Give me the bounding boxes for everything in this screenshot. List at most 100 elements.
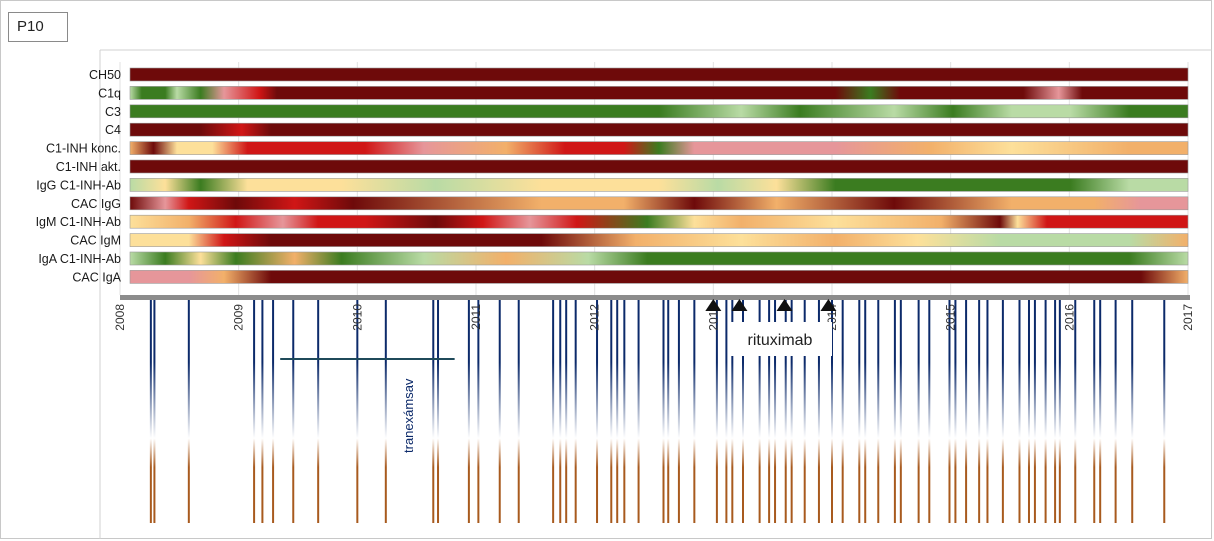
event-line-9 (356, 300, 359, 523)
row-label-cac-iga: CAC IgA (72, 270, 121, 284)
event-line-52 (965, 300, 968, 523)
event-line-40 (817, 300, 820, 523)
heatmap-rows (129, 67, 1189, 284)
year-label-2012: 2012 (588, 304, 602, 331)
heatmap-row-c3 (129, 104, 1189, 119)
row-label-ch50: CH50 (89, 68, 121, 82)
event-line-31 (725, 300, 728, 523)
event-line-38 (790, 300, 793, 523)
event-line-49 (928, 300, 931, 523)
heatmap-row-c1-inh-konc (129, 141, 1189, 155)
event-line-33 (742, 300, 744, 523)
event-line-2 (153, 300, 156, 523)
axis-bar (120, 295, 1190, 300)
year-label-2011: 2011 (469, 304, 483, 330)
row-label-c3: C3 (105, 105, 121, 119)
event-line-57 (1027, 300, 1030, 523)
event-line-1 (149, 300, 152, 523)
event-line-28 (677, 300, 680, 523)
event-line-36 (774, 300, 777, 523)
event-line-66 (1131, 300, 1134, 523)
event-line-65 (1114, 300, 1117, 523)
event-line-64 (1099, 300, 1102, 523)
event-line-23 (616, 300, 619, 523)
tranexamsav-label: tranexámsav (401, 378, 416, 453)
event-line-51 (954, 300, 957, 523)
event-line-14 (477, 300, 480, 523)
event-line-20 (574, 300, 577, 523)
event-line-45 (877, 300, 880, 523)
heatmap-row-c4 (129, 122, 1189, 137)
event-line-27 (667, 300, 670, 523)
event-line-56 (1018, 300, 1021, 523)
time-axis: 2008 2009 2010 2011 2012 2013 2014 2015 2016 2017 (113, 295, 1195, 331)
row-label-iga-c1-inh-ab: IgA C1-INH-Ab (38, 252, 121, 266)
event-line-4 (253, 300, 256, 523)
rituximab-arrow-1 (705, 299, 722, 311)
event-line-50 (948, 300, 951, 523)
year-label-2009: 2009 (232, 304, 246, 331)
event-line-30 (715, 300, 718, 523)
event-line-63 (1093, 300, 1096, 523)
heatmap-row-cac-igg (129, 196, 1189, 211)
event-line-22 (610, 300, 613, 523)
event-line-26 (662, 300, 665, 523)
event-line-10 (384, 300, 387, 523)
event-line-6 (272, 300, 275, 523)
row-label-igm-c1-inh-ab: IgM C1-INH-Ab (36, 215, 121, 229)
row-labels: CH50 C1q C3 C4 C1-INH konc. C1-INH akt. IgG C1… (36, 68, 122, 284)
event-line-58 (1033, 300, 1036, 523)
event-line-32 (731, 300, 734, 523)
rituximab-arrow-4 (820, 299, 837, 311)
event-line-5 (261, 300, 264, 523)
heatmap-row-cac-igm (129, 233, 1189, 247)
event-line-37 (784, 300, 787, 523)
heatmap-row-c1-inh-akt (129, 159, 1189, 174)
row-label-c1q: C1q (98, 86, 121, 100)
event-line-59 (1044, 300, 1047, 523)
event-line-11 (432, 300, 435, 523)
heatmap-row-iga-c1-inh-ab (129, 251, 1189, 266)
event-line-15 (498, 300, 501, 523)
year-label-2010: 2010 (350, 304, 364, 331)
event-line-17 (552, 300, 555, 523)
heatmap-row-igg-c1-inh-ab (129, 178, 1189, 192)
row-label-cac-igm: CAC IgM (70, 234, 121, 248)
event-line-48 (917, 300, 920, 523)
rituximab-label-box (728, 322, 832, 356)
annotations: tranexámsav rituximab (280, 299, 837, 453)
event-line-7 (292, 300, 295, 523)
event-line-18 (559, 300, 562, 523)
row-label-c1-inh-konc: C1-INH konc. (46, 142, 121, 156)
event-line-25 (637, 300, 640, 523)
row-label-cac-igg: CAC IgG (71, 197, 121, 211)
event-line-12 (437, 300, 440, 523)
event-line-60 (1054, 300, 1057, 523)
event-lines (149, 300, 1166, 523)
event-line-3 (187, 300, 190, 523)
year-label-2016: 2016 (1062, 304, 1076, 331)
event-line-47 (899, 300, 902, 523)
row-label-c1-inh-akt: C1-INH akt. (56, 160, 121, 174)
year-label-2015: 2015 (944, 304, 958, 331)
event-line-62 (1074, 300, 1077, 523)
row-label-igg-c1-inh-ab: IgG C1-INH-Ab (36, 178, 121, 192)
event-line-46 (893, 300, 896, 523)
event-line-8 (317, 300, 320, 523)
event-line-35 (768, 300, 771, 523)
rituximab-label: rituximab (748, 332, 813, 349)
heatmap-row-cac-iga (129, 270, 1189, 284)
event-line-39 (803, 300, 806, 523)
panel-label: P10 (8, 12, 68, 42)
event-line-61 (1058, 300, 1061, 523)
rituximab-arrow-2 (731, 299, 748, 311)
event-line-67 (1163, 300, 1166, 523)
event-line-42 (841, 300, 844, 523)
event-line-24 (623, 300, 626, 523)
event-line-19 (565, 300, 568, 523)
event-line-16 (517, 300, 520, 523)
event-line-44 (864, 300, 867, 523)
event-line-55 (1001, 300, 1004, 523)
